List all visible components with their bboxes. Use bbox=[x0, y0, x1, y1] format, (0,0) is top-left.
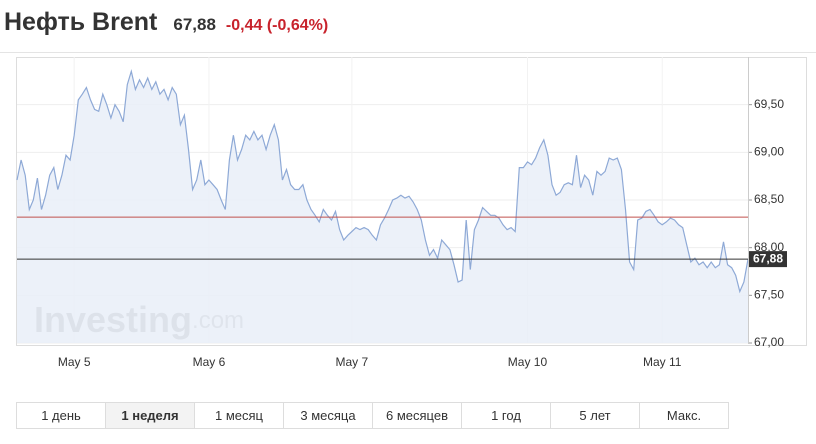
x-tick-label: May 10 bbox=[508, 355, 548, 369]
price-change: -0,44 (-0,64%) bbox=[225, 17, 329, 34]
title: Нефть Brent bbox=[4, 8, 158, 36]
period-button[interactable]: 3 месяца bbox=[284, 403, 373, 428]
period-button[interactable]: 1 месяц bbox=[195, 403, 284, 428]
y-tick-label: 68,50 bbox=[754, 192, 784, 206]
period-button[interactable]: 1 день bbox=[17, 403, 106, 428]
period-button[interactable]: 1 год bbox=[462, 403, 551, 428]
x-tick-label: May 5 bbox=[58, 355, 91, 369]
period-button[interactable]: 5 лет bbox=[551, 403, 640, 428]
period-selector: 1 день 1 неделя 1 месяц 3 месяца 6 месяцев 1 … bbox=[16, 402, 729, 429]
price: 67,88 bbox=[173, 15, 216, 34]
period-button[interactable]: Макс. bbox=[666, 408, 702, 423]
y-tick-label: 69,00 bbox=[754, 145, 784, 159]
last-price-label: 67,88 bbox=[753, 251, 783, 265]
chart: 67,00 67,50 68,00 68,50 69,00 69,50 May 5 May 6… bbox=[16, 57, 807, 369]
period-button[interactable]: 1 неделя bbox=[106, 403, 195, 428]
divider bbox=[0, 52, 816, 53]
last-price-tag bbox=[749, 251, 787, 268]
x-tick-label: May 7 bbox=[336, 355, 369, 369]
header: Нефть Brent 67,88 -0,44 (-0,64%) bbox=[4, 8, 328, 48]
area-fill bbox=[17, 71, 748, 344]
y-tick-label: 68,00 bbox=[754, 240, 784, 254]
period-button[interactable]: 6 месяцев bbox=[373, 403, 462, 428]
x-tick-label: May 6 bbox=[193, 355, 226, 369]
y-tick-label: 67,00 bbox=[754, 335, 784, 349]
y-tick-label: 69,50 bbox=[754, 97, 784, 111]
y-tick-label: 67,50 bbox=[754, 288, 784, 302]
price-line bbox=[16, 68, 749, 294]
x-tick-label: May 11 bbox=[643, 355, 682, 369]
